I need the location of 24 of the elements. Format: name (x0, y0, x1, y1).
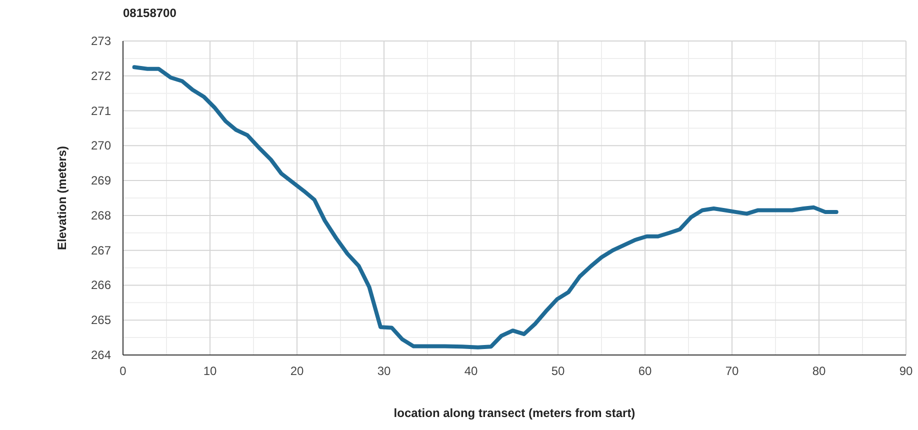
y-tick-label: 269 (90, 174, 112, 188)
x-tick-label: 90 (899, 364, 913, 378)
y-tick-label: 271 (90, 104, 112, 118)
y-tick-label: 273 (90, 34, 112, 48)
y-tick-label: 272 (90, 68, 112, 83)
x-tick-label: 40 (464, 364, 478, 378)
y-tick-label: 268 (90, 208, 112, 222)
y-tick-label: 265 (90, 313, 112, 328)
y-tick-label: 264 (90, 348, 112, 362)
y-axis-title: Elevation (meters) (55, 146, 69, 250)
y-tick-label: 267 (90, 243, 112, 258)
line-series (132, 65, 838, 350)
x-tick-label: 10 (203, 364, 217, 378)
x-tick-label: 0 (120, 364, 127, 378)
y-tick-label: 266 (90, 278, 112, 292)
x-tick-label: 70 (725, 364, 739, 378)
x-tick-label: 30 (377, 364, 391, 378)
x-tick-label: 20 (290, 364, 304, 378)
x-tick-label: 60 (638, 364, 652, 378)
x-tick-label: 50 (551, 364, 565, 378)
x-tick-label: 80 (812, 364, 826, 378)
chart-title: 08158700 (123, 6, 177, 20)
y-tick-label: 270 (90, 138, 112, 153)
x-axis-title: location along transect (meters from start) (394, 406, 636, 420)
